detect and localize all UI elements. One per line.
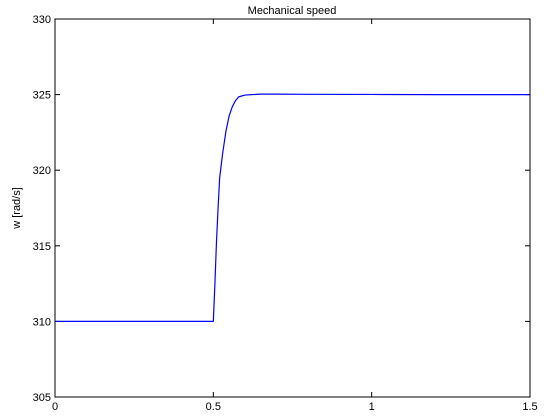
axis-ticks: 0 0.5 1 1.5 305 310 315 320 325 330 bbox=[33, 14, 538, 413]
y-tick-label: 305 bbox=[33, 392, 51, 404]
y-axis-label: w [rad/s] bbox=[11, 187, 23, 230]
series-line bbox=[55, 93, 530, 322]
y-tick-label: 320 bbox=[33, 165, 51, 177]
x-tick-label: 0.5 bbox=[206, 401, 221, 413]
y-tick-label: 325 bbox=[33, 90, 51, 102]
plot-frame bbox=[54, 18, 531, 398]
series-layer bbox=[55, 93, 530, 322]
x-tick-label: 1.5 bbox=[522, 401, 537, 413]
y-tick-label: 330 bbox=[33, 14, 51, 26]
y-tick-label: 310 bbox=[33, 316, 51, 328]
x-tick-label: 0 bbox=[52, 401, 58, 413]
x-tick-label: 1 bbox=[369, 401, 375, 413]
y-tick-label: 315 bbox=[33, 241, 51, 253]
chart-title: Mechanical speed bbox=[248, 5, 337, 17]
plot-area bbox=[55, 19, 530, 397]
